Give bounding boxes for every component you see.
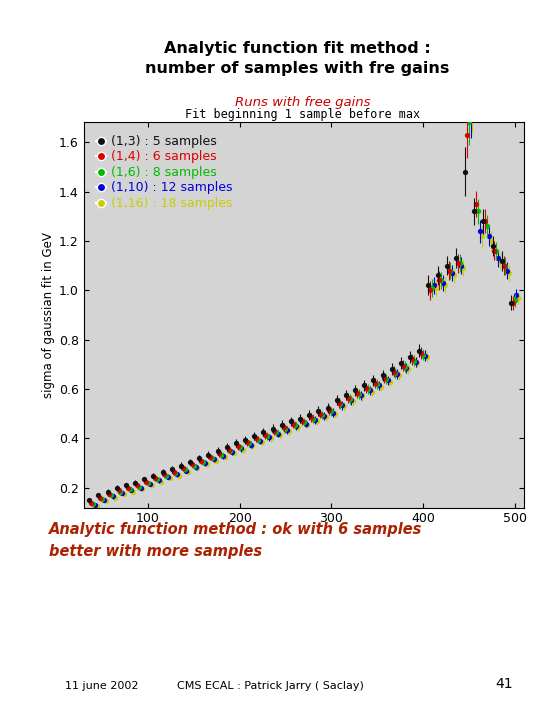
Text: CMS ECAL : Patrick Jarry ( Saclay): CMS ECAL : Patrick Jarry ( Saclay)	[177, 681, 363, 691]
Text: 11 june 2002: 11 june 2002	[65, 681, 138, 691]
Text: Runs with free gains: Runs with free gains	[235, 96, 370, 109]
Text: Analytic function fit method :
number of samples with fre gains: Analytic function fit method : number of…	[145, 41, 449, 76]
Text: better with more samples: better with more samples	[49, 544, 262, 559]
Legend: (1,3) : 5 samples, (1,4) : 6 samples, (1,6) : 8 samples, (1,10) : 12 samples, (1: (1,3) : 5 samples, (1,4) : 6 samples, (1…	[90, 129, 239, 216]
Text: Analytic function method : ok with 6 samples: Analytic function method : ok with 6 sam…	[49, 522, 422, 537]
Text: Fit beginning 1 sample before max: Fit beginning 1 sample before max	[185, 108, 420, 121]
Text: 41: 41	[495, 678, 513, 691]
Y-axis label: sigma of gaussian fit in GeV: sigma of gaussian fit in GeV	[42, 232, 55, 398]
